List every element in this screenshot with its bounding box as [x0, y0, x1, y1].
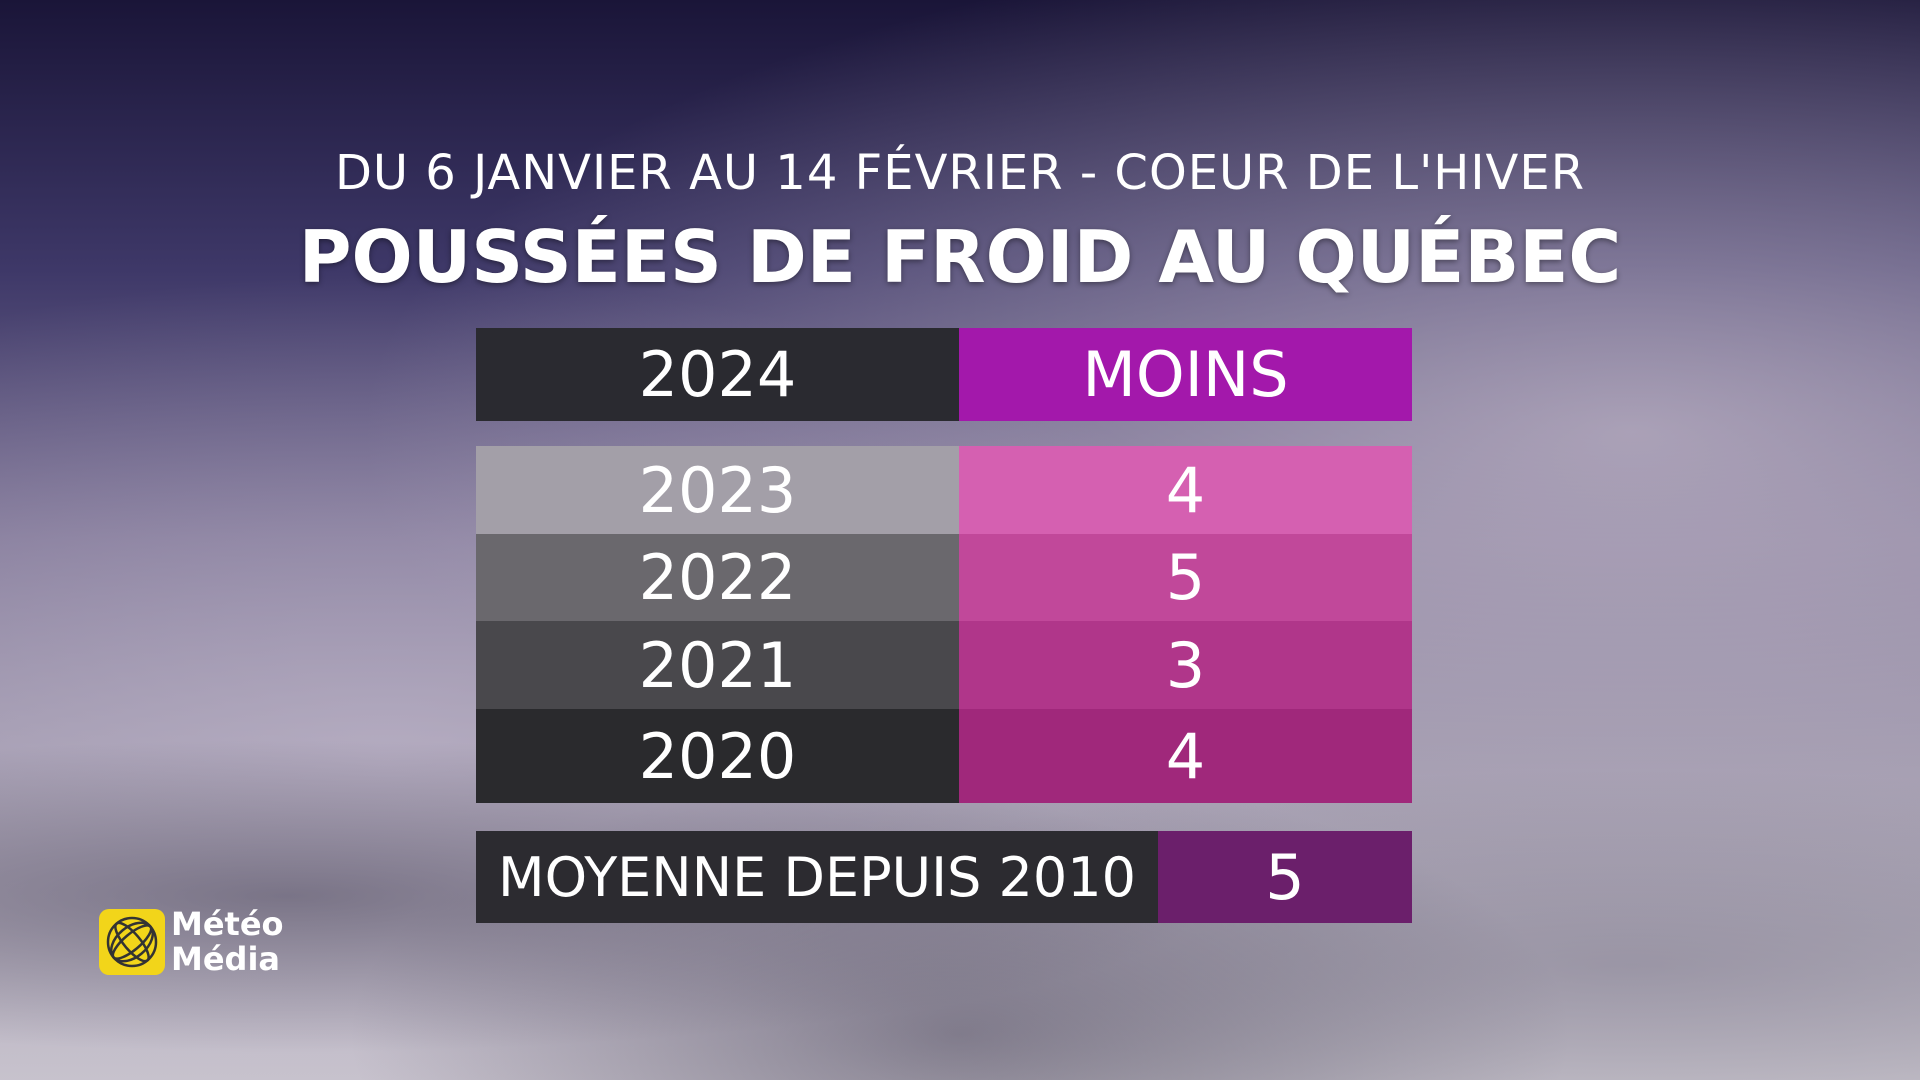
logo-icon	[99, 909, 165, 975]
header-label: MOINS	[959, 328, 1412, 421]
row-value: 5	[959, 534, 1412, 621]
row-value: 4	[959, 709, 1412, 803]
title: POUSSÉES DE FROID AU QUÉBEC	[298, 215, 1622, 299]
row-value: 3	[959, 621, 1412, 709]
row-year: 2023	[476, 446, 959, 534]
header-year: 2024	[476, 328, 959, 421]
subtitle: DU 6 JANVIER AU 14 FÉVRIER - COEUR DE L'…	[334, 145, 1586, 201]
footer-value: 5	[1158, 831, 1412, 923]
logo-text: Média	[171, 940, 281, 978]
row-year: 2022	[476, 534, 959, 621]
row-year: 2020	[476, 709, 959, 803]
row-value: 4	[959, 446, 1412, 534]
footer-label: MOYENNE DEPUIS 2010	[476, 831, 1158, 923]
logo-text: Météo	[171, 905, 284, 943]
row-year: 2021	[476, 621, 959, 709]
